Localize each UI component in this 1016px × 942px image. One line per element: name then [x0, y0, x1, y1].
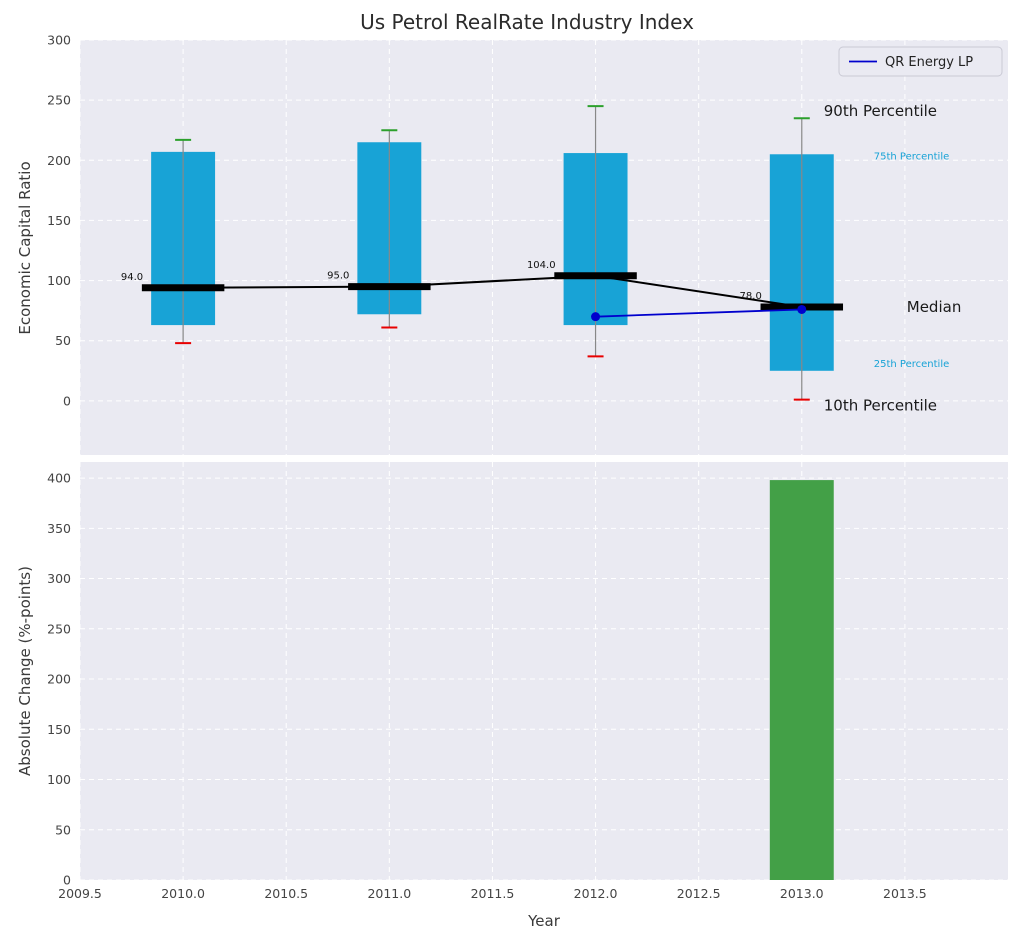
annotation-10th-percentile: 10th Percentile: [824, 397, 937, 415]
y-axis-label-top: Economic Capital Ratio: [16, 161, 34, 334]
x-tick-label: 2010.5: [264, 886, 308, 901]
y-tick-label-bottom: 100: [47, 772, 71, 787]
change-bar: [769, 480, 834, 880]
render-layer: 0 50 100 150 200 250 300 0 50 100 150 200 250 300 350 4…: [47, 33, 1008, 901]
y-tick-label-top: 0: [63, 393, 71, 408]
annotation-median: Median: [907, 298, 962, 316]
annotation-75th-percentile: 75th Percentile: [874, 151, 950, 162]
x-tick-label: 2013.5: [883, 886, 927, 901]
y-tick-label-bottom: 50: [55, 822, 71, 837]
median-value-label: 94.0: [121, 272, 143, 283]
annotation-25th-percentile: 25th Percentile: [874, 359, 950, 370]
y-tick-label-top: 300: [47, 33, 71, 48]
x-tick-label: 2012.0: [574, 886, 618, 901]
y-tick-label-top: 150: [47, 213, 71, 228]
y-tick-label-top: 250: [47, 93, 71, 108]
x-tick-label: 2011.5: [471, 886, 515, 901]
y-axis-label-bottom: Absolute Change (%-points): [16, 566, 34, 776]
y-tick-label-top: 100: [47, 273, 71, 288]
y-tick-label-bottom: 150: [47, 722, 71, 737]
y-tick-label-bottom: 0: [63, 873, 71, 888]
y-tick-label-top: 50: [55, 333, 71, 348]
y-tick-label-bottom: 200: [47, 672, 71, 687]
y-tick-label-bottom: 400: [47, 471, 71, 486]
chart-title: Us Petrol RealRate Industry Index: [360, 10, 694, 34]
y-tick-label-bottom: 350: [47, 521, 71, 536]
legend: QR Energy LP: [838, 46, 1003, 77]
x-tick-label: 2013.0: [780, 886, 824, 901]
x-tick-label: 2009.5: [58, 886, 102, 901]
median-value-label: 78.0: [740, 291, 762, 302]
y-tick-label-bottom: 300: [47, 571, 71, 586]
company-point: [591, 312, 601, 322]
x-tick-label: 2012.5: [677, 886, 721, 901]
annotation-90th-percentile: 90th Percentile: [824, 102, 937, 120]
median-value-label: 95.0: [327, 271, 349, 282]
x-tick-label: 2010.0: [161, 886, 205, 901]
company-line: [595, 308, 802, 318]
x-tick-label: 2011.0: [367, 886, 411, 901]
x-axis-label: Year: [527, 912, 561, 930]
median-line: [183, 274, 802, 309]
y-tick-label-top: 200: [47, 153, 71, 168]
bottom-panel-background: [80, 462, 1008, 880]
median-value-label: 104.0: [527, 260, 556, 271]
y-tick-label-bottom: 250: [47, 621, 71, 636]
legend-box: [838, 46, 1003, 77]
company-point: [797, 304, 807, 314]
legend-label: QR Energy LP: [885, 55, 973, 70]
top-panel-background: [80, 40, 1008, 455]
